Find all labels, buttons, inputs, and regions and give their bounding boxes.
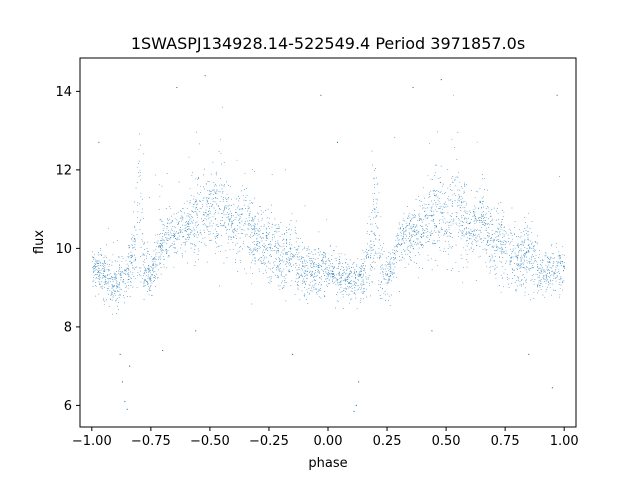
x-axis-label: phase: [308, 456, 347, 471]
y-tick-label: 12: [55, 163, 72, 178]
outlier-point: [528, 353, 530, 355]
outlier-point: [551, 387, 553, 389]
axes-frame: [79, 57, 577, 428]
x-tick-label: −0.50: [190, 434, 230, 449]
outlier-point: [412, 86, 414, 89]
x-tick-label: 0.25: [373, 434, 402, 449]
outlier-point: [162, 349, 164, 352]
outlier-point: [358, 381, 360, 383]
y-tick-label: 6: [64, 399, 72, 414]
outlier-point: [204, 75, 206, 77]
outlier-point: [556, 94, 558, 96]
outlier-point: [124, 400, 126, 403]
outlier-point: [291, 353, 294, 355]
y-axis: 6 8 10 12 14: [55, 85, 80, 414]
scatter-points: [92, 94, 565, 315]
x-tick-label: 0.50: [432, 434, 461, 449]
plot-area: [92, 75, 565, 412]
outlier-point: [336, 141, 339, 143]
chart-title: 1SWASPJ134928.14-522549.4 Period 3971857…: [131, 34, 525, 53]
outlier-point: [440, 78, 442, 81]
y-tick-label: 10: [55, 242, 72, 257]
outlier-point: [98, 141, 100, 143]
outlier-point: [355, 404, 357, 407]
outlier-point: [121, 381, 124, 383]
x-tick-label: −0.75: [131, 434, 171, 449]
outlier-point: [195, 330, 197, 332]
x-tick-label: −0.25: [249, 434, 289, 449]
y-tick-label: 14: [55, 85, 72, 100]
outlier-point: [126, 408, 128, 410]
x-tick-label: 1.00: [550, 434, 579, 449]
outlier-point: [320, 94, 322, 96]
outlier-point: [431, 330, 433, 332]
y-axis-label: flux: [32, 230, 47, 254]
y-tick-label: 8: [64, 320, 72, 335]
outlier-point: [353, 410, 355, 412]
outlier-point: [119, 353, 121, 355]
outlier-point: [129, 365, 131, 367]
x-axis: −1.00 −0.75 −0.50 −0.25 0.00 0.25 0.50 0.75 1.00: [72, 427, 579, 449]
x-tick-label: 0.75: [491, 434, 520, 449]
x-tick-label: 0.00: [314, 434, 343, 449]
outlier-point: [176, 86, 178, 89]
x-tick-label: −1.00: [72, 434, 112, 449]
